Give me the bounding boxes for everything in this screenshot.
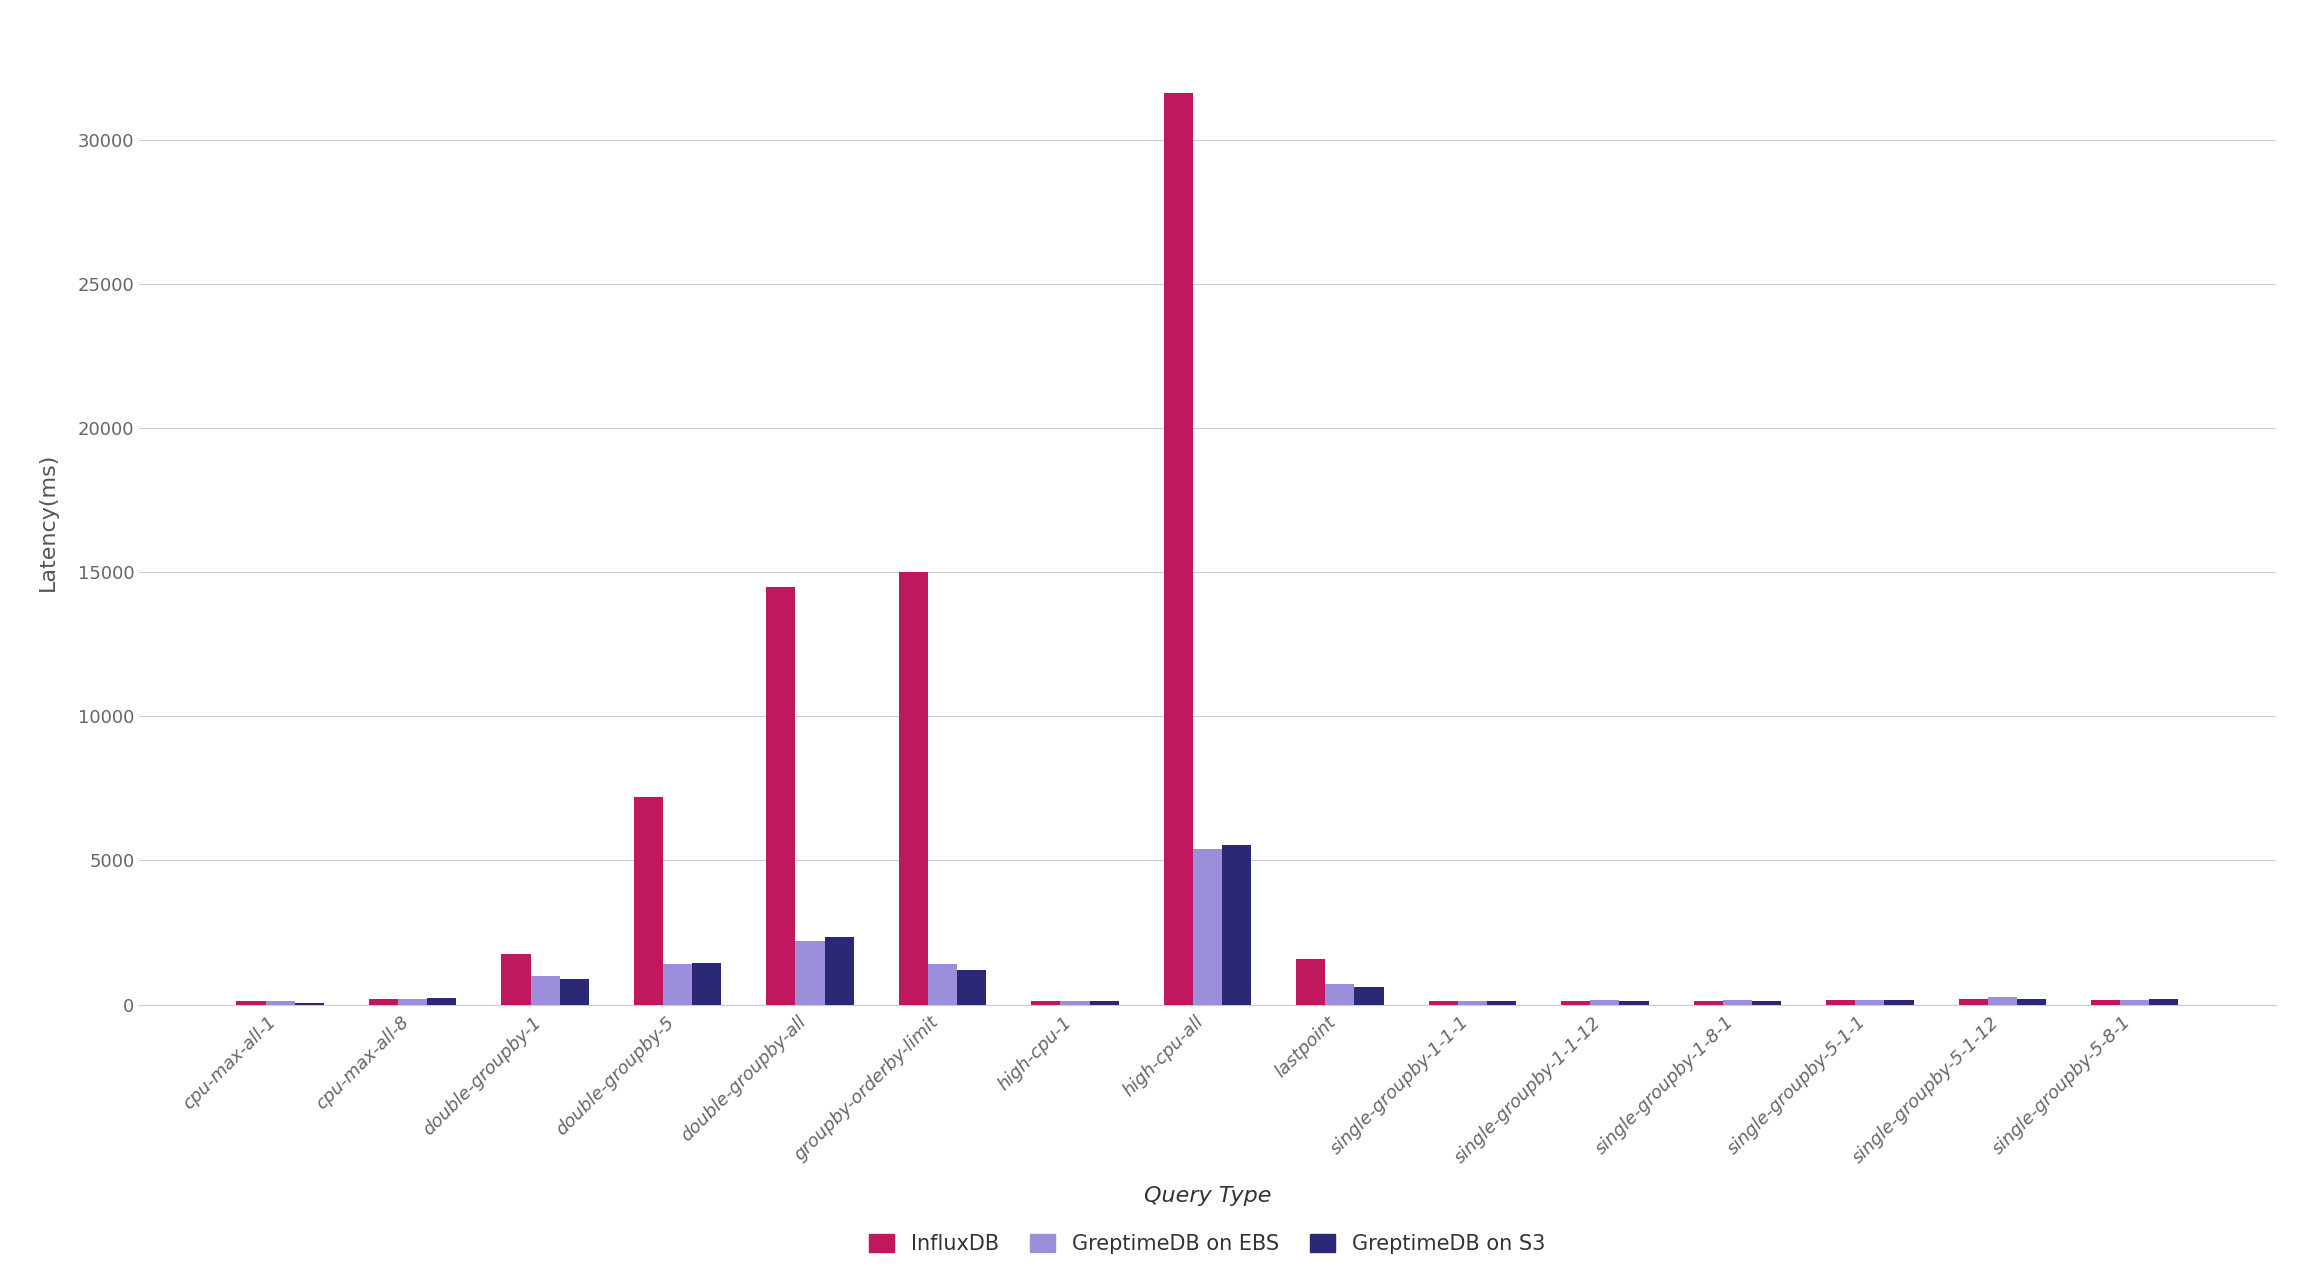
Bar (824, 936, 854, 1005)
Bar (796, 942, 824, 1005)
Bar (2120, 999, 2150, 1005)
Bar (1825, 999, 1855, 1005)
Bar (265, 1001, 295, 1005)
Bar (1885, 1001, 1913, 1005)
Bar (929, 965, 957, 1005)
Bar (766, 586, 796, 1005)
Bar (1486, 1002, 1516, 1005)
Bar (1089, 1001, 1119, 1005)
Bar (237, 1001, 265, 1005)
Bar (560, 979, 590, 1005)
Bar (1428, 1001, 1458, 1005)
Legend: InfluxDB, GreptimeDB on EBS, GreptimeDB on S3: InfluxDB, GreptimeDB on EBS, GreptimeDB … (859, 1224, 1556, 1265)
Bar (1591, 1001, 1618, 1005)
Bar (1988, 997, 2018, 1005)
Bar (1560, 1001, 1591, 1005)
Bar (957, 970, 987, 1005)
Bar (2092, 999, 2120, 1005)
Bar (1061, 1001, 1089, 1005)
Bar (427, 998, 457, 1005)
Bar (1296, 958, 1326, 1005)
Bar (1957, 999, 1988, 1005)
Bar (1031, 1001, 1061, 1005)
Bar (2018, 999, 2046, 1005)
Bar (1326, 984, 1354, 1005)
Bar (502, 954, 529, 1005)
Bar (1693, 1001, 1723, 1005)
Bar (1163, 94, 1194, 1005)
Bar (2150, 999, 2178, 1005)
Bar (1194, 849, 1221, 1005)
X-axis label: Query Type: Query Type (1145, 1186, 1270, 1206)
Y-axis label: Latency(ms): Latency(ms) (37, 452, 58, 591)
Bar (1618, 1001, 1649, 1005)
Bar (1723, 999, 1751, 1005)
Bar (1751, 1001, 1781, 1005)
Bar (369, 999, 397, 1005)
Bar (1458, 1001, 1486, 1005)
Bar (899, 572, 929, 1005)
Bar (1221, 845, 1252, 1005)
Bar (1354, 988, 1384, 1005)
Bar (634, 797, 664, 1005)
Bar (1855, 999, 1885, 1005)
Bar (295, 1002, 323, 1005)
Bar (692, 963, 722, 1005)
Bar (664, 965, 692, 1005)
Bar (397, 999, 427, 1005)
Bar (529, 976, 560, 1005)
